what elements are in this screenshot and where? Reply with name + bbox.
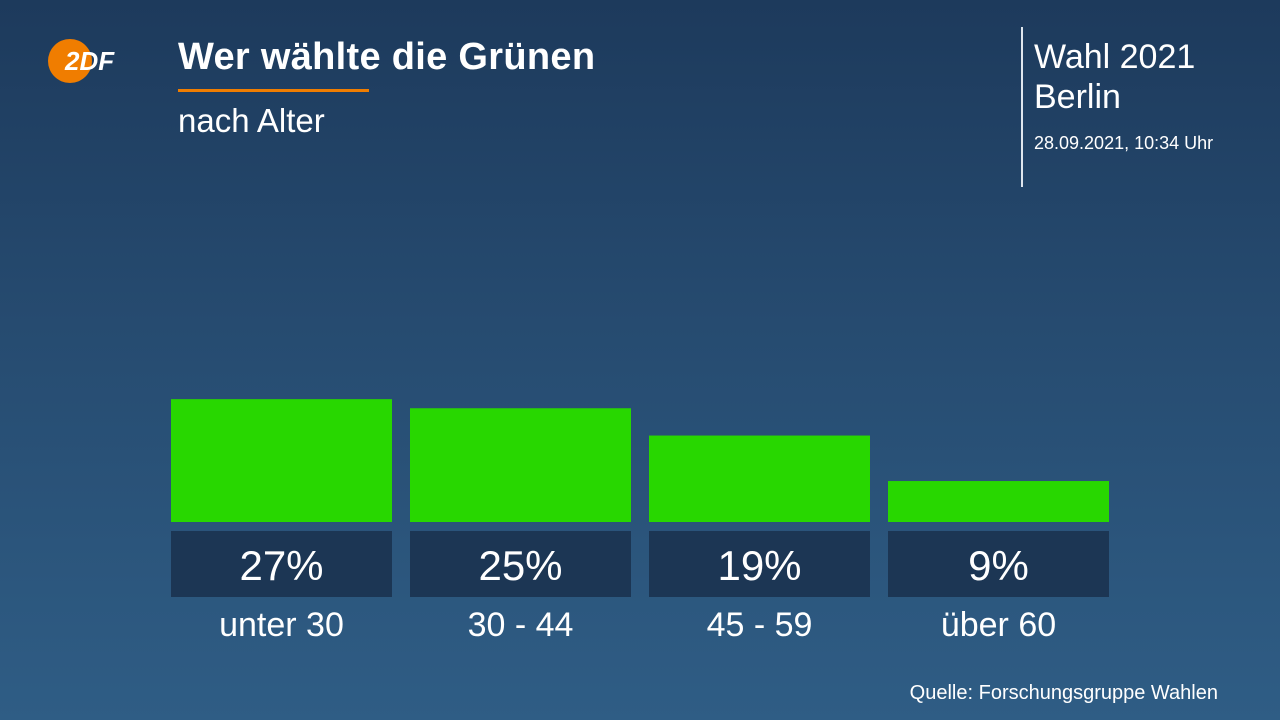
chart-title: Wer wählte die Grünen [178, 36, 596, 78]
election-region: Berlin [1034, 78, 1121, 116]
value-label-3: 9% [968, 542, 1029, 589]
zdf-logo-text: 2DF [64, 46, 115, 76]
zdf-logo-circle [48, 39, 92, 83]
header-divider [1021, 27, 1023, 187]
value-label-box-2 [649, 531, 870, 597]
value-label-2: 19% [717, 542, 801, 589]
category-label-2: 45 - 59 [707, 606, 813, 644]
category-label-3: über 60 [941, 606, 1056, 644]
category-label-1: 30 - 44 [468, 606, 574, 644]
value-label-box-0 [171, 531, 392, 597]
category-label-0: unter 30 [219, 606, 344, 644]
chart-subtitle: nach Alter [178, 102, 325, 139]
timestamp: 28.09.2021, 10:34 Uhr [1034, 133, 1214, 153]
value-label-box-1 [410, 531, 631, 597]
value-label-box-3 [888, 531, 1109, 597]
value-label-1: 25% [478, 542, 562, 589]
election-info: Wahl 2021 Berlin [1034, 37, 1195, 117]
bar-0 [171, 399, 392, 522]
value-label-0: 27% [239, 542, 323, 589]
title-underline [178, 89, 369, 92]
bar-1 [410, 408, 631, 522]
election-name: Wahl 2021 [1034, 38, 1196, 76]
source-note: Quelle: Forschungsgruppe Wahlen [909, 682, 1218, 704]
bar-2 [649, 435, 870, 522]
bar-3 [888, 481, 1109, 522]
zdf-logo: 2DF [48, 39, 115, 83]
